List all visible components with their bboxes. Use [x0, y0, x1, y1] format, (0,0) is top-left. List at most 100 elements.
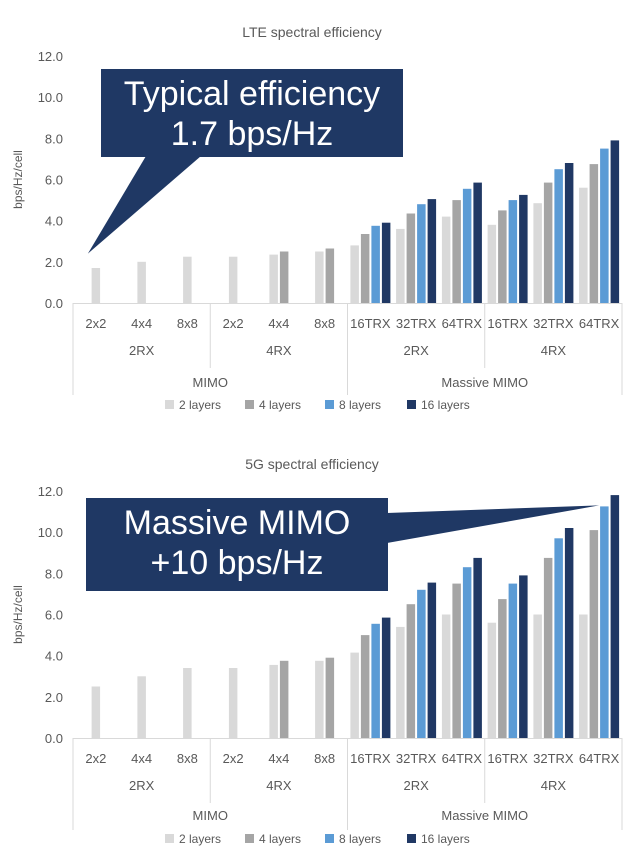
bar-16-layers: [381, 222, 391, 303]
callout-text: 1.7 bps/Hz: [171, 115, 334, 153]
bar-16-layers: [427, 582, 437, 738]
bar-2-layers: [228, 256, 238, 303]
callout-text: Massive MIMO: [124, 504, 351, 542]
group-label: 2RX: [129, 778, 155, 793]
bar-4-layers: [360, 635, 370, 738]
category-label: 2x2: [223, 751, 244, 766]
bar-2-layers: [183, 668, 192, 738]
group-label: 2RX: [403, 343, 429, 358]
bar-4-layers: [498, 599, 507, 738]
bar-4-layers: [589, 164, 599, 303]
bar-2-layers: [183, 256, 192, 303]
category-label: 16TRX: [487, 316, 528, 331]
legend-swatch: [165, 834, 174, 843]
category-label: 8x8: [177, 751, 198, 766]
bar-2-layers: [441, 216, 451, 303]
bar-2-layers: [315, 660, 324, 738]
legend-swatch: [325, 834, 334, 843]
y-tick-label: 2.0: [45, 690, 63, 705]
category-label: 64TRX: [579, 316, 620, 331]
y-tick-label: 0.0: [45, 731, 63, 746]
group-label: 2RX: [403, 778, 429, 793]
chart-title: LTE spectral efficiency: [242, 24, 382, 40]
bar-8-layers: [462, 567, 472, 738]
supergroup-label: MIMO: [193, 808, 228, 823]
y-tick-label: 0.0: [45, 296, 63, 311]
category-label: 2x2: [85, 751, 106, 766]
bar-2-layers: [91, 686, 101, 738]
y-tick-label: 4.0: [45, 214, 63, 229]
y-tick-label: 12.0: [38, 49, 63, 64]
bar-2-layers: [228, 668, 238, 738]
y-tick-label: 8.0: [45, 131, 63, 146]
bar-2-layers: [315, 251, 324, 303]
bar-2-layers: [269, 254, 278, 303]
bar-8-layers: [508, 583, 518, 738]
y-tick-label: 8.0: [45, 566, 63, 581]
callout-box: [101, 69, 403, 157]
group-label: 4RX: [266, 343, 292, 358]
bar-16-layers: [381, 617, 391, 738]
bar-8-layers: [462, 188, 472, 303]
callout-text: Typical efficiency: [124, 75, 380, 113]
category-label: 4x4: [131, 751, 152, 766]
bar-4-layers: [498, 210, 507, 303]
bar-2-layers: [441, 614, 451, 738]
y-axis-label: bps/Hz/cell: [11, 150, 25, 209]
chart-panel-lte: LTE spectral efficiency 0.0 2.0 4.0 6.0 8.0 10…: [11, 24, 623, 412]
bar-4-layers: [360, 234, 370, 303]
bar-2-layers: [269, 664, 278, 738]
bar-4-layers: [406, 604, 416, 738]
bar-2-layers: [137, 261, 146, 303]
legend-swatch: [407, 400, 416, 409]
legend-label: 2 layers: [179, 832, 221, 846]
category-label: 32TRX: [396, 316, 437, 331]
legend-swatch: [325, 400, 334, 409]
legend-swatch: [245, 834, 254, 843]
legend-label: 8 layers: [339, 832, 381, 846]
bar-2-layers: [579, 614, 588, 738]
category-label: 64TRX: [579, 751, 620, 766]
bar-4-layers: [279, 251, 289, 303]
category-label: 2x2: [85, 316, 106, 331]
y-tick-label: 6.0: [45, 173, 63, 188]
group-label: 4RX: [541, 343, 567, 358]
bar-8-layers: [600, 506, 609, 738]
callout-pointer: [87, 156, 201, 254]
bar-8-layers: [554, 169, 563, 303]
y-tick-label: 6.0: [45, 608, 63, 623]
legend-label: 4 layers: [259, 832, 301, 846]
group-label: 4RX: [541, 778, 567, 793]
callout-pointer: [387, 505, 600, 543]
bar-4-layers: [543, 557, 553, 738]
y-tick-label: 2.0: [45, 255, 63, 270]
bar-2-layers: [533, 614, 542, 738]
bar-16-layers: [473, 557, 482, 738]
legend-label: 2 layers: [179, 398, 221, 412]
bar-2-layers: [579, 187, 588, 303]
bar-16-layers: [610, 140, 620, 303]
y-tick-label: 12.0: [38, 484, 63, 499]
y-axis-label: bps/Hz/cell: [11, 585, 25, 644]
category-label: 32TRX: [533, 751, 574, 766]
bar-16-layers: [473, 182, 482, 303]
bar-16-layers: [610, 495, 620, 738]
bar-4-layers: [279, 660, 289, 738]
bar-2-layers: [533, 203, 542, 303]
bar-2-layers: [487, 622, 497, 738]
bar-2-layers: [91, 268, 101, 303]
category-label: 8x8: [314, 751, 335, 766]
callout-text: +10 bps/Hz: [151, 544, 324, 582]
bar-8-layers: [371, 623, 380, 738]
bar-16-layers: [519, 575, 528, 738]
supergroup-label: MIMO: [193, 375, 228, 390]
category-label: 4x4: [268, 316, 289, 331]
legend-label: 4 layers: [259, 398, 301, 412]
bar-16-layers: [564, 528, 574, 738]
bar-4-layers: [406, 213, 416, 303]
legend-swatch: [407, 834, 416, 843]
bar-2-layers: [396, 228, 405, 303]
legend-label: 16 layers: [421, 832, 470, 846]
category-label: 64TRX: [442, 751, 483, 766]
